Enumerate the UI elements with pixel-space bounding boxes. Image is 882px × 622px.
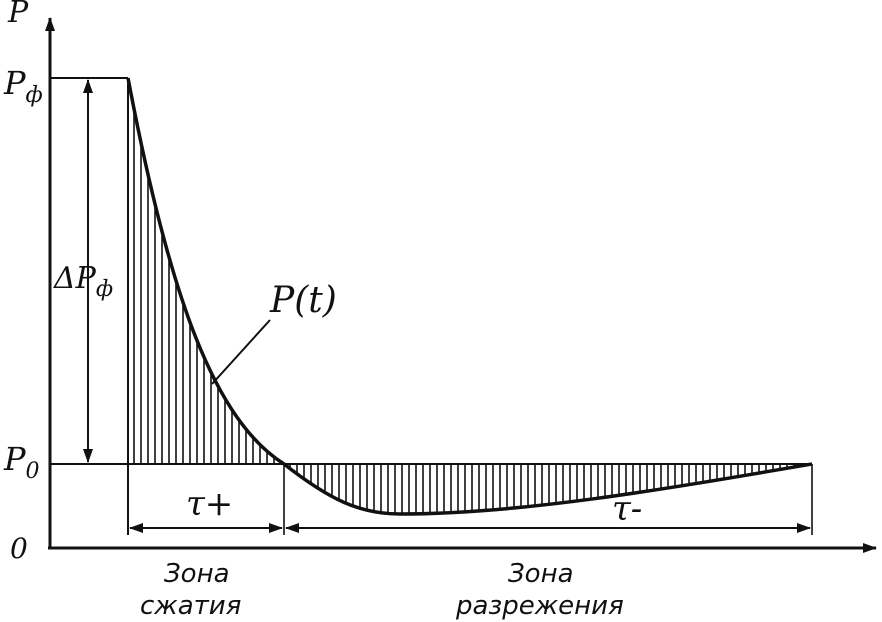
delta-p-label: ΔPф bbox=[53, 261, 113, 302]
pressure-curve bbox=[126, 77, 813, 516]
rarefaction-zone-label-2: разрежения bbox=[455, 591, 624, 621]
y-axis-label: P bbox=[7, 0, 29, 30]
compression-zone-label-1: Зона bbox=[164, 559, 230, 589]
peak-pressure-label: Pф bbox=[3, 64, 43, 108]
ambient-pressure-label: P0 bbox=[3, 440, 40, 484]
curve-label: P(t) bbox=[269, 280, 337, 321]
compression-zone-label-2: сжатия bbox=[140, 591, 241, 621]
origin-label: 0 bbox=[10, 532, 28, 565]
tau-minus-label: τ- bbox=[612, 489, 642, 529]
curve-label-leader bbox=[211, 319, 271, 385]
hatching bbox=[133, 108, 795, 514]
tau-plus-label: τ+ bbox=[186, 484, 233, 524]
rarefaction-zone-label-1: Зона bbox=[508, 559, 574, 589]
